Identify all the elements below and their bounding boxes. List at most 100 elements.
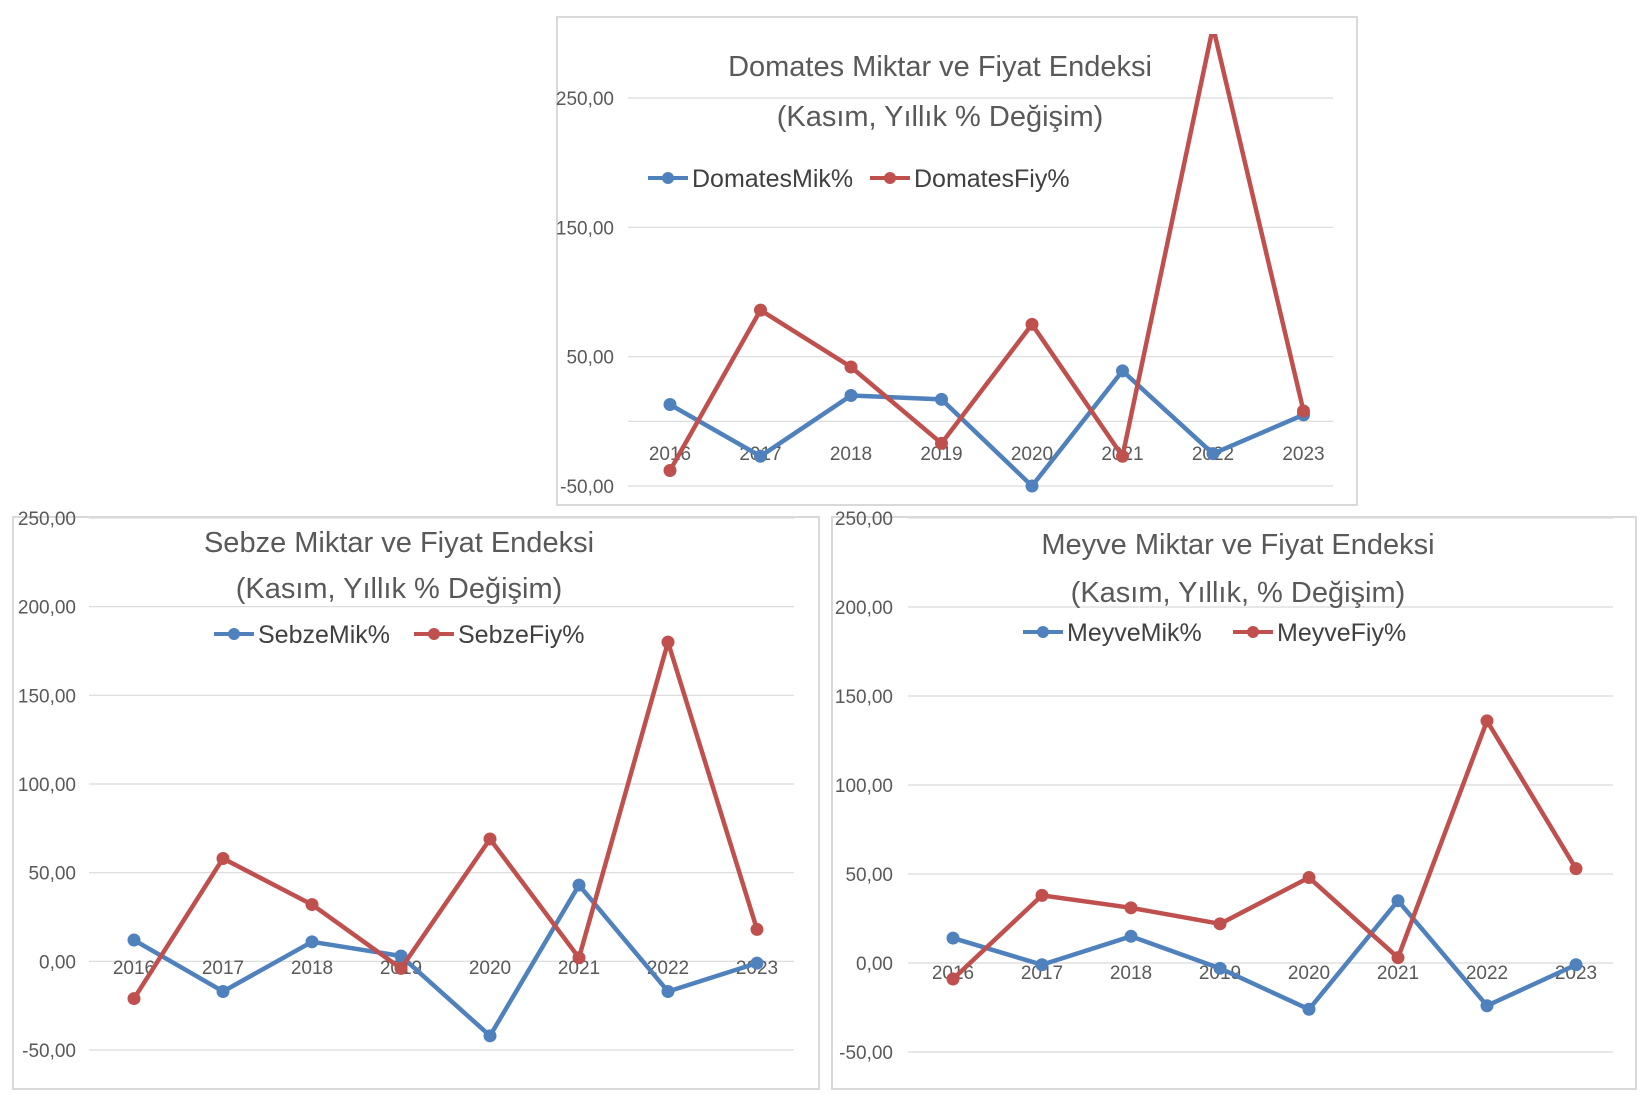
series-line bbox=[132, 639, 760, 1000]
legend: MeyveMik% MeyveFiy% bbox=[1023, 619, 1406, 647]
data-point bbox=[572, 951, 586, 965]
data-point bbox=[661, 635, 675, 649]
data-point bbox=[1206, 447, 1220, 461]
data-point bbox=[1035, 888, 1049, 902]
data-point bbox=[127, 992, 141, 1006]
data-point bbox=[394, 961, 408, 975]
chart-domates: 250,00150,0050,00-50,0020162017201820192… bbox=[556, 16, 1358, 506]
y-tick-label: 50,00 bbox=[845, 865, 893, 886]
legend-entry: SebzeFiy% bbox=[458, 621, 584, 649]
chart-title-line: Meyve Miktar ve Fiyat Endeksi bbox=[1041, 529, 1434, 561]
data-point bbox=[663, 463, 677, 477]
data-point bbox=[1297, 404, 1310, 418]
y-tick-label: 250,00 bbox=[835, 509, 893, 530]
data-point bbox=[1391, 951, 1405, 965]
y-tick-label: -50,00 bbox=[560, 477, 614, 498]
y-tick-label: -50,00 bbox=[839, 1043, 893, 1064]
data-point bbox=[750, 922, 764, 936]
chart-sebze-svg: 250,00200,00150,00100,0050,000,00-50,002… bbox=[18, 509, 794, 1062]
data-point bbox=[394, 949, 408, 963]
x-tick-label: 2018 bbox=[1110, 963, 1152, 984]
chart-title: Domates Miktar ve Fiyat Endeksi (Kasım, Y… bbox=[728, 51, 1152, 133]
y-tick-label: -50,00 bbox=[22, 1041, 76, 1062]
chart-title-line: Domates Miktar ve Fiyat Endeksi bbox=[728, 51, 1152, 83]
data-point bbox=[1480, 714, 1494, 728]
chart-title: Meyve Miktar ve Fiyat Endeksi (Kasım, Yıl… bbox=[1041, 529, 1434, 609]
y-tick-label: 100,00 bbox=[835, 776, 893, 797]
data-point bbox=[844, 388, 858, 402]
x-axis-ticks: 20162017201820192020202120222023 bbox=[932, 963, 1597, 984]
x-tick-label: 2023 bbox=[1282, 444, 1324, 465]
y-axis-ticks: 250,00 200,00 150,00 100,00 50,00 0,00 -50,00 bbox=[835, 509, 893, 1064]
y-tick-label: 250,00 bbox=[556, 89, 614, 110]
x-tick-label: 2017 bbox=[202, 958, 244, 979]
x-tick-label: 2020 bbox=[469, 958, 511, 979]
legend-entry: DomatesMik% bbox=[692, 165, 853, 193]
series-line bbox=[952, 898, 1577, 1012]
chart-meyve: 250,00 200,00 150,00 100,00 50,00 0,00 -50,00 2… bbox=[831, 509, 1637, 1090]
series-line bbox=[951, 718, 1578, 981]
legend-entry: MeyveFiy% bbox=[1277, 619, 1406, 647]
data-point bbox=[305, 898, 319, 912]
gridlines bbox=[89, 517, 794, 1051]
data-point bbox=[935, 392, 948, 406]
data-point bbox=[1207, 20, 1220, 33]
x-tick-label: 2017 bbox=[1021, 963, 1063, 984]
data-point bbox=[1116, 449, 1129, 463]
data-point bbox=[1124, 901, 1138, 915]
data-point bbox=[483, 1029, 497, 1043]
legend-swatch-marker bbox=[428, 628, 440, 640]
series-DomatesFiy% bbox=[663, 20, 1310, 477]
legend-swatch-marker bbox=[1037, 626, 1049, 638]
data-point bbox=[216, 984, 230, 998]
data-point bbox=[844, 360, 858, 374]
data-point bbox=[1124, 929, 1138, 943]
chart-title-line: (Kasım, Yıllık % Değişim) bbox=[236, 573, 563, 605]
data-point bbox=[661, 984, 675, 998]
y-tick-label: 100,00 bbox=[18, 775, 76, 796]
data-point bbox=[305, 935, 319, 949]
legend: SebzeMik% SebzeFiy% bbox=[214, 621, 584, 649]
series-line bbox=[668, 34, 1306, 472]
chart-title-line: (Kasım, Yıllık, % Değişim) bbox=[1071, 577, 1406, 609]
data-point bbox=[1035, 958, 1049, 972]
x-tick-label: 2019 bbox=[920, 444, 962, 465]
series-MeyveFiy% bbox=[946, 714, 1583, 986]
x-tick-label: 2021 bbox=[1377, 963, 1419, 984]
legend-entry: MeyveMik% bbox=[1067, 619, 1202, 647]
series-line bbox=[132, 882, 758, 1039]
data-point bbox=[935, 436, 948, 450]
legend-swatch-marker bbox=[1247, 626, 1259, 638]
chart-domates-svg: 250,00150,0050,00-50,0020162017201820192… bbox=[556, 20, 1333, 498]
y-tick-label: 150,00 bbox=[835, 687, 893, 708]
chart-title-line: (Kasım, Yıllık % Değişim) bbox=[777, 101, 1104, 133]
legend-entry: DomatesFiy% bbox=[914, 165, 1070, 193]
series-DomatesMik% bbox=[663, 364, 1310, 493]
data-point bbox=[1025, 479, 1039, 493]
data-point bbox=[1116, 364, 1129, 378]
chart-sebze: 250,00 200,00 150,00 100,00 50,00 0,00 -50,00 2… bbox=[12, 509, 820, 1090]
y-tick-label: 0,00 bbox=[39, 952, 76, 973]
y-tick-label: 50,00 bbox=[28, 864, 76, 885]
data-point bbox=[483, 832, 497, 846]
data-point bbox=[1391, 894, 1405, 908]
data-point bbox=[1480, 999, 1494, 1013]
x-tick-label: 2022 bbox=[1466, 963, 1508, 984]
gridlines bbox=[908, 517, 1613, 1053]
data-point bbox=[127, 933, 141, 947]
data-point bbox=[946, 931, 960, 945]
x-tick-label: 2018 bbox=[291, 958, 333, 979]
data-point bbox=[1569, 862, 1583, 876]
data-point bbox=[1302, 1002, 1316, 1016]
gridlines bbox=[628, 97, 1333, 487]
y-tick-label: 150,00 bbox=[556, 218, 614, 239]
data-point bbox=[946, 972, 960, 986]
data-point bbox=[216, 851, 230, 865]
data-point bbox=[754, 303, 767, 317]
y-tick-label: 50,00 bbox=[566, 348, 614, 369]
series-SebzeMik% bbox=[127, 878, 764, 1043]
series-line bbox=[668, 368, 1305, 489]
chart-title-line: Sebze Miktar ve Fiyat Endeksi bbox=[204, 527, 594, 559]
x-tick-label: 2020 bbox=[1288, 963, 1330, 984]
data-point bbox=[1302, 871, 1316, 885]
